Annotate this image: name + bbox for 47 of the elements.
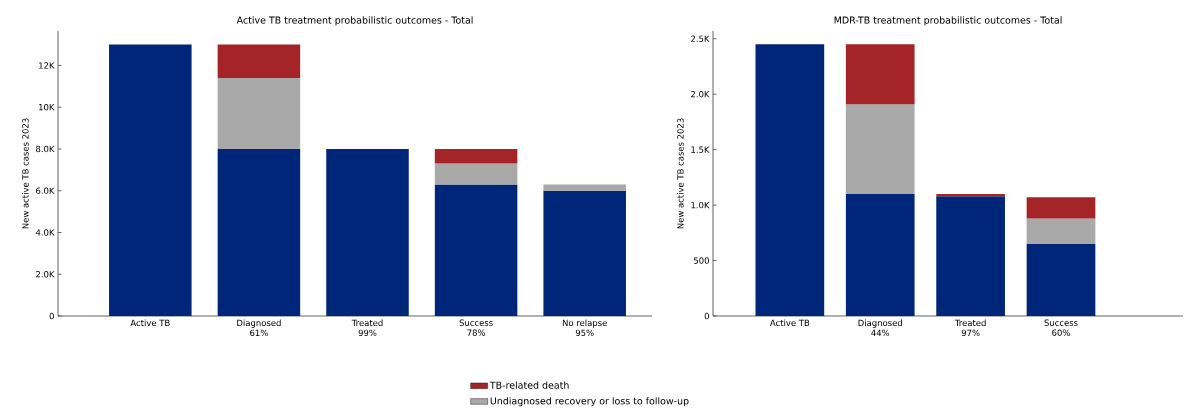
bar bbox=[434, 163, 518, 185]
bar bbox=[217, 77, 301, 149]
x-tick-label: Success 78% bbox=[459, 319, 493, 336]
bar bbox=[1026, 197, 1096, 219]
x-tick-label: Treated 97% bbox=[954, 319, 986, 337]
y-tick-label: 500 bbox=[693, 257, 709, 264]
x-tick-label: Active TB bbox=[769, 319, 810, 327]
y-tick-label: 10K bbox=[39, 104, 55, 111]
bar bbox=[109, 44, 192, 316]
y-axis-title: New active TB cases 2023 bbox=[677, 118, 684, 229]
bar bbox=[936, 194, 1005, 197]
x-tick-label: No relapse 95% bbox=[562, 319, 607, 337]
legend-label: TB-related death bbox=[489, 381, 569, 389]
bar bbox=[1026, 243, 1096, 316]
bar bbox=[217, 148, 301, 316]
y-tick-label: 8.0K bbox=[36, 145, 55, 153]
x-tick-label: Active TB bbox=[130, 319, 170, 327]
y-tick-label: 0 bbox=[704, 312, 709, 320]
bar bbox=[845, 44, 915, 105]
chart-title: Active TB treatment probabilistic outcomes - Total bbox=[236, 16, 473, 26]
x-tick-label: Diagnosed 44% bbox=[858, 319, 902, 337]
y-tick-label: 2.0K bbox=[36, 271, 55, 278]
bar bbox=[543, 184, 626, 191]
x-tick-label: Diagnosed 61% bbox=[237, 319, 281, 337]
bar bbox=[217, 44, 301, 78]
bar bbox=[755, 44, 825, 316]
bar bbox=[936, 196, 1005, 316]
bar bbox=[543, 190, 626, 316]
y-tick-label: 0 bbox=[49, 312, 54, 320]
x-tick-label: Treated 99% bbox=[351, 319, 383, 337]
bar bbox=[1026, 218, 1096, 244]
chart-title: MDR-TB treatment probabilistic outcomes - Total bbox=[834, 16, 1062, 26]
y-tick-label: 2.5K bbox=[691, 35, 710, 42]
y-tick-label: 12K bbox=[39, 62, 55, 69]
bar bbox=[326, 148, 409, 316]
bar bbox=[434, 184, 518, 316]
y-tick-label: 4.0K bbox=[35, 229, 55, 236]
y-tick-label: 1.5K bbox=[691, 146, 710, 153]
legend-label: Undiagnosed recovery or loss to follow-up bbox=[490, 397, 689, 407]
y-tick-label: 6.0K bbox=[36, 187, 55, 194]
bar bbox=[845, 104, 915, 195]
y-tick-label: 1.0K bbox=[691, 201, 710, 209]
bar bbox=[434, 148, 518, 164]
x-tick-label: Success 60% bbox=[1044, 319, 1078, 336]
bar bbox=[845, 194, 915, 316]
y-axis-title: New active TB cases 2023 bbox=[22, 118, 29, 229]
y-tick-label: 2.0K bbox=[691, 91, 710, 98]
